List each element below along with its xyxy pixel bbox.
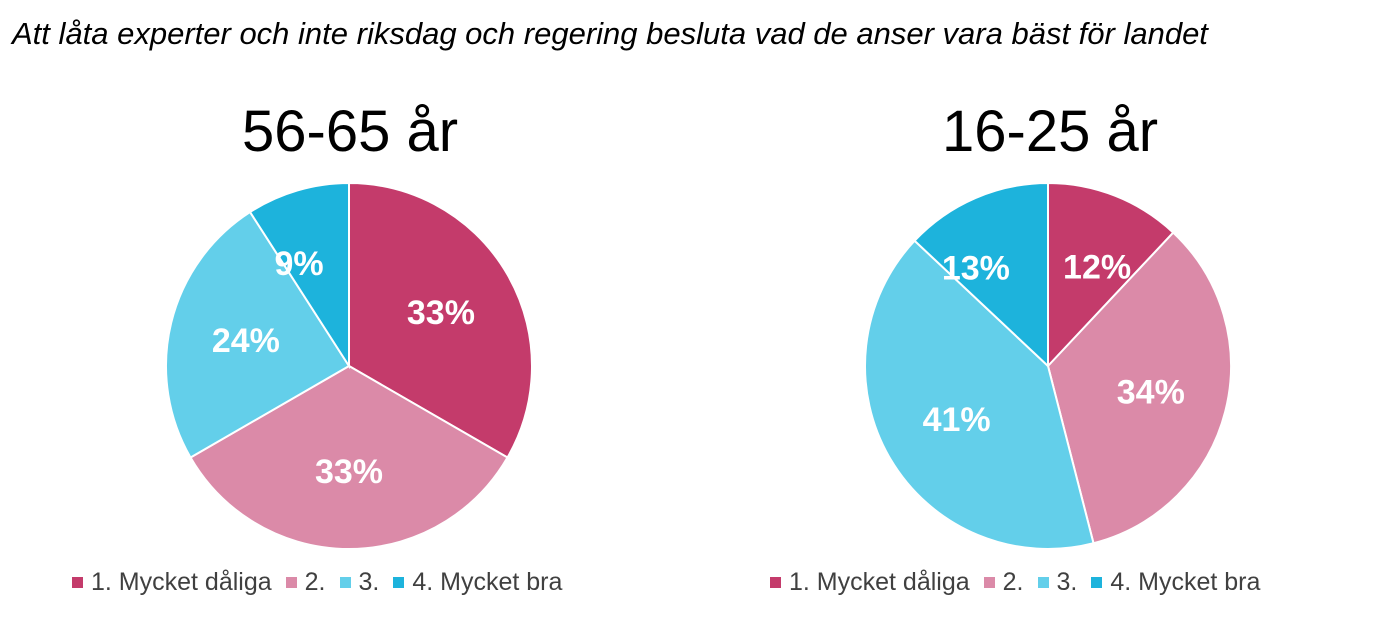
pie-label-mycket-bra: 9%	[275, 245, 324, 283]
pie-slice-mycket-bra	[913, 181, 1049, 369]
legend-label-3: 3.	[358, 568, 380, 596]
pie-slice-mycket-daliga	[348, 181, 533, 459]
legend-swatch-3	[1037, 577, 1049, 588]
chart-title: 56-65 år	[241, 99, 459, 164]
legend-label-mycket-daliga: 1. Mycket dåliga	[789, 568, 970, 596]
pie-slice-2	[1046, 231, 1232, 545]
legend-item-mycket-bra: 4. Mycket bra	[393, 568, 562, 597]
legend-swatch-2	[983, 577, 995, 588]
pie-chart-16-25: 16-25 år 12% 34% 41% 13% 1. Mycket dåliga 2…	[700, 90, 1380, 620]
legend-item-2: 2.	[983, 568, 1024, 597]
pie-slice-3	[165, 210, 351, 459]
pie-label-3: 24%	[212, 322, 280, 360]
legend-label-2: 2.	[1002, 568, 1024, 596]
legend-label-2: 2.	[304, 568, 326, 596]
legend-swatch-2	[285, 577, 297, 588]
page-title: Att låta experter och inte riksdag och r…	[12, 16, 1208, 51]
legend-swatch-mycket-daliga	[72, 577, 83, 588]
legend-label-mycket-bra: 4. Mycket bra	[412, 568, 563, 596]
pie-chart-56-65: 56-65 år 33% 33% 24% 9% 1. Mycket dåliga 2.…	[0, 90, 680, 620]
legend-item-mycket-daliga: 1. Mycket dåliga	[72, 568, 272, 597]
legend-label-mycket-bra: 4. Mycket bra	[1110, 568, 1261, 596]
legend-swatch-mycket-daliga	[770, 577, 781, 588]
chart-title: 16-25 år	[941, 99, 1159, 164]
legend-swatch-3	[339, 577, 351, 588]
pie-label-2: 33%	[315, 453, 383, 491]
legend-label-3: 3.	[1056, 568, 1078, 596]
legend-swatch-mycket-bra	[1091, 577, 1103, 588]
pie-slice-mycket-daliga	[1047, 181, 1175, 369]
pie-svg: 33% 33% 24% 9%	[165, 181, 533, 551]
pie-slice-3	[864, 239, 1095, 550]
legend-item-2: 2.	[285, 568, 326, 597]
pie-label-2: 34%	[1117, 373, 1185, 411]
pie-svg: 12% 34% 41% 13%	[864, 181, 1232, 550]
legend: 1. Mycket dåliga 2. 3. 4. Mycket bra	[72, 568, 562, 597]
legend-swatch-mycket-bra	[393, 577, 405, 588]
legend-label-mycket-daliga: 1. Mycket dåliga	[91, 568, 272, 596]
legend: 1. Mycket dåliga 2. 3. 4. Mycket bra	[770, 568, 1260, 597]
pie-slice-mycket-bra	[248, 181, 350, 370]
pie-label-3: 41%	[923, 401, 991, 439]
legend-item-mycket-bra: 4. Mycket bra	[1091, 568, 1260, 597]
legend-item-mycket-daliga: 1. Mycket dåliga	[770, 568, 970, 597]
pie-label-mycket-bra: 13%	[942, 250, 1010, 288]
pie-label-mycket-daliga: 12%	[1063, 248, 1131, 286]
legend-item-3: 3.	[339, 568, 380, 597]
legend-item-3: 3.	[1037, 568, 1078, 597]
pie-label-mycket-daliga: 33%	[407, 294, 475, 332]
